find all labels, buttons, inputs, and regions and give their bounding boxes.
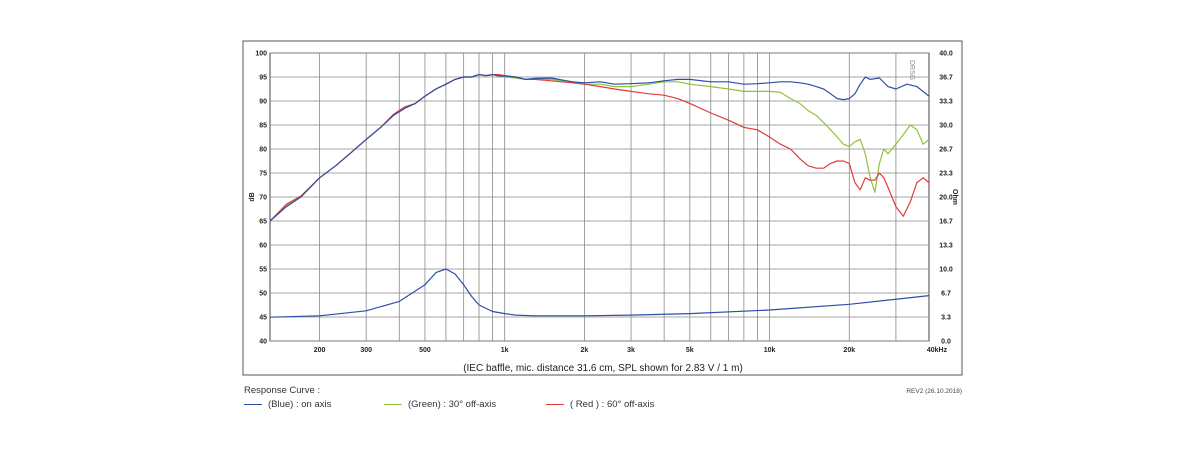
chart-outer-frame [242,40,963,376]
chart-caption: (IEC baffle, mic. distance 31.6 cm, SPL … [463,363,743,374]
y-tick-label: 65 [259,219,267,226]
x-tick-label: 500 [419,347,431,354]
y2-axis-ticks: 40.0 36.7 33.3 30.0 26.7 23.3 20.0 16.7 13.3 10.0… [939,51,953,346]
y-tick-label: 75 [259,171,267,178]
x-tick-label: 10k [764,347,776,354]
y-tick-label: 40 [259,339,267,346]
y-tick-label: 95 [259,75,267,82]
x-tick-label: 40kHz [927,347,948,354]
legend-item-green: (Green) : 30° off-axis [384,399,496,410]
x-tick-label: 20k [843,347,855,354]
y2-tick-label: 40.0 [939,51,953,58]
grid-lines [270,52,929,342]
legend-swatch-green [384,404,402,405]
y2-tick-label: 30.0 [939,123,953,130]
y-axis-ticks: 100 95 90 85 80 75 70 65 60 55 50 45 40 [255,51,267,346]
legend-label-blue: (Blue) : on axis [268,399,332,410]
x-tick-label: 2k [581,347,589,354]
y-tick-label: 50 [259,291,267,298]
y2-tick-label: 10.0 [939,267,953,274]
y2-tick-label: 36.7 [939,74,953,81]
legend-label-red: ( Red ) : 60° off-axis [570,399,655,410]
series-group [269,74,930,318]
watermark: DRSG [908,60,915,80]
revision-label: REV2 (26.10.2018) [906,388,962,395]
y-tick-label: 55 [259,267,267,274]
y-tick-label: 80 [259,147,267,154]
y-tick-label: 70 [259,195,267,202]
y-axis-label: dB [249,192,256,201]
y2-tick-label: 13.3 [939,243,953,250]
y2-axis-label: Ohm [951,189,958,205]
x-tick-label: 3k [627,347,635,354]
x-axis-ticks: 200 300 500 1k 2k 3k 5k 10k 20k 40kHz [314,347,948,354]
y-tick-label: 45 [259,315,267,322]
y2-tick-label: 20.0 [939,195,953,202]
y-tick-label: 85 [259,123,267,130]
y2-tick-label: 16.7 [939,218,953,225]
legend-item-red: ( Red ) : 60° off-axis [546,399,654,410]
legend-label-green: (Green) : 30° off-axis [408,399,497,410]
y-tick-label: 100 [255,51,267,58]
legend-item-blue: (Blue) : on axis [244,399,331,410]
blue-series-line [269,74,930,222]
legend-title: Response Curve : [244,385,321,396]
x-tick-label: 300 [360,347,372,354]
y2-tick-label: 33.3 [939,99,953,106]
x-tick-label: 200 [314,347,326,354]
legend-swatch-blue [244,404,262,405]
x-tick-label: 5k [686,347,694,354]
y2-tick-label: 26.7 [939,146,953,153]
y2-tick-label: 6.7 [941,290,951,297]
y-tick-label: 60 [259,243,267,250]
y-tick-label: 90 [259,99,267,106]
y2-tick-label: 0.0 [941,339,951,346]
y2-tick-label: 23.3 [939,171,953,178]
y2-tick-label: 3.3 [941,315,951,322]
impedance-line [269,268,930,318]
legend-swatch-red [546,404,564,405]
x-tick-label: 1k [501,347,509,354]
